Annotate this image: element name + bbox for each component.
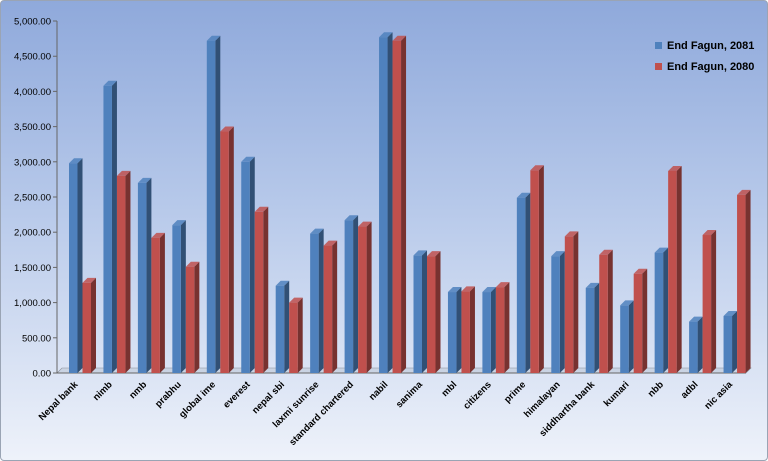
bar-series1	[275, 280, 290, 373]
bar-series1	[620, 300, 634, 373]
bar-series2	[220, 126, 234, 373]
bar-series2	[461, 286, 475, 373]
bar-series1	[723, 310, 738, 373]
x-category-label: prime	[502, 379, 528, 405]
legend-swatch	[655, 63, 662, 70]
x-category-label: prabhu	[153, 379, 184, 410]
x-category-label: nbb	[646, 379, 666, 399]
y-tick-label: 2,500.00	[14, 193, 51, 204]
bar-series1	[310, 228, 324, 373]
legend-label: End Fagun, 2081	[667, 40, 754, 52]
y-tick-label: 3,000.00	[14, 157, 51, 168]
x-category-label: standard chartered	[287, 379, 356, 448]
y-tick-label: 4,500.00	[14, 52, 51, 63]
bar-series2	[530, 165, 544, 373]
bar-series1	[551, 251, 565, 373]
bar-series2	[564, 231, 579, 373]
x-category-label: global ime	[177, 379, 218, 420]
bar-series2	[737, 189, 751, 373]
bar-series2	[254, 206, 269, 373]
bar-series2	[151, 232, 165, 373]
y-tick-label: 4,000.00	[14, 87, 51, 98]
bar-series1	[654, 247, 669, 373]
bar-series1	[379, 32, 393, 373]
x-category-label: Nepal bank	[37, 379, 81, 423]
bar-series1	[344, 215, 359, 373]
y-tick-label: 5,000.00	[14, 17, 51, 28]
bar-series1	[585, 282, 600, 373]
bar-series1	[516, 192, 531, 373]
y-tick-label: 3,500.00	[14, 122, 51, 133]
y-tick-label: 0.00	[33, 369, 52, 380]
bar-series2	[599, 249, 613, 373]
bar-series1	[413, 250, 427, 373]
y-tick-label: 2,000.00	[14, 228, 51, 239]
x-category-label: nic asia	[702, 379, 735, 412]
x-category-label: mbl	[440, 379, 460, 399]
bar-series2	[116, 170, 131, 373]
x-category-label: adbl	[679, 379, 701, 401]
bar-series2	[323, 240, 338, 373]
x-category-label: sanima	[394, 379, 425, 410]
bar-series2	[358, 221, 372, 373]
y-tick-label: 1,500.00	[14, 263, 51, 274]
bar-series2	[495, 282, 510, 373]
bar-series1	[241, 156, 255, 373]
x-category-label: everest	[221, 379, 253, 411]
bar-series1	[103, 80, 117, 373]
bar-series1	[689, 316, 703, 373]
x-category-label: nimb	[91, 379, 115, 403]
bar-series2	[702, 230, 717, 373]
bar-series1	[447, 287, 462, 373]
x-category-label: nmb	[127, 379, 149, 401]
y-tick-label: 500.00	[22, 333, 51, 344]
bar-series1	[482, 287, 496, 373]
x-category-label: nabil	[367, 379, 390, 402]
bar-series1	[69, 158, 83, 373]
y-ticks: 0.00 500.00 1,000.00 1,500.00 2,000.00 2,500.…	[14, 17, 57, 380]
bar-series1	[137, 177, 152, 373]
x-category-label: kumari	[602, 379, 632, 409]
legend-label: End Fagun, 2080	[667, 61, 754, 73]
bar-series2	[392, 35, 407, 373]
bar-series1	[206, 35, 221, 373]
legend-swatch	[655, 42, 662, 49]
bar-series2	[82, 277, 96, 373]
bar-series2	[185, 261, 200, 373]
legend: End Fagun, 2081 End Fagun, 2080	[655, 40, 754, 73]
bars	[69, 32, 751, 373]
x-category-label: citizens	[461, 379, 493, 411]
bar-series2	[668, 165, 682, 373]
bar-series2	[633, 268, 648, 373]
bar-series2	[289, 297, 303, 373]
bar-series2	[427, 251, 441, 373]
bar-series1	[172, 220, 186, 373]
y-tick-label: 1,000.00	[14, 298, 51, 309]
